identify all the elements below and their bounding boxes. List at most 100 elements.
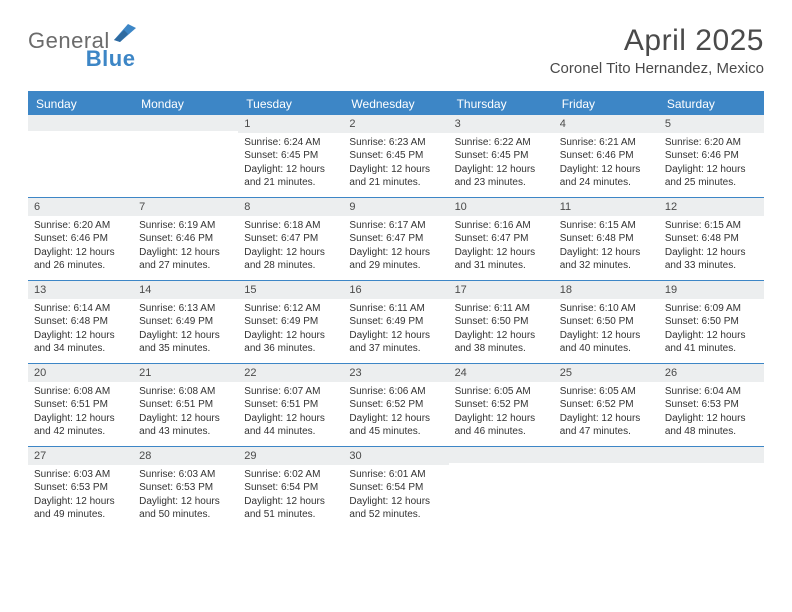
day-sunset: Sunset: 6:45 PM (455, 149, 548, 163)
day-number: 17 (449, 281, 554, 299)
day-number: 1 (238, 115, 343, 133)
dow-saturday: Saturday (659, 93, 764, 115)
day-cell-empty (449, 447, 554, 529)
day-sunset: Sunset: 6:45 PM (349, 149, 442, 163)
day-sunset: Sunset: 6:51 PM (139, 398, 232, 412)
day-number: 27 (28, 447, 133, 465)
day-body: Sunrise: 6:05 AMSunset: 6:52 PMDaylight:… (554, 382, 659, 443)
calendar-page: General Blue April 2025 Coronel Tito Her… (0, 0, 792, 539)
day-sunrise: Sunrise: 6:01 AM (349, 468, 442, 482)
day-number: 23 (343, 364, 448, 382)
day-cell: 2Sunrise: 6:23 AMSunset: 6:45 PMDaylight… (343, 115, 448, 197)
day-sunrise: Sunrise: 6:07 AM (244, 385, 337, 399)
day-number (659, 447, 764, 463)
day-body: Sunrise: 6:16 AMSunset: 6:47 PMDaylight:… (449, 216, 554, 277)
day-daylight1: Daylight: 12 hours (665, 163, 758, 177)
day-body: Sunrise: 6:06 AMSunset: 6:52 PMDaylight:… (343, 382, 448, 443)
day-number: 15 (238, 281, 343, 299)
day-cell: 21Sunrise: 6:08 AMSunset: 6:51 PMDayligh… (133, 364, 238, 446)
day-sunrise: Sunrise: 6:15 AM (665, 219, 758, 233)
day-daylight2: and 47 minutes. (560, 425, 653, 439)
day-sunrise: Sunrise: 6:24 AM (244, 136, 337, 150)
day-daylight1: Daylight: 12 hours (455, 163, 548, 177)
logo: General Blue (28, 24, 189, 54)
day-cell: 5Sunrise: 6:20 AMSunset: 6:46 PMDaylight… (659, 115, 764, 197)
dow-wednesday: Wednesday (343, 93, 448, 115)
day-cell-empty (133, 115, 238, 197)
day-daylight2: and 41 minutes. (665, 342, 758, 356)
day-sunset: Sunset: 6:45 PM (244, 149, 337, 163)
day-daylight1: Daylight: 12 hours (349, 163, 442, 177)
day-daylight2: and 43 minutes. (139, 425, 232, 439)
day-number: 11 (554, 198, 659, 216)
day-sunrise: Sunrise: 6:11 AM (349, 302, 442, 316)
page-subtitle: Coronel Tito Hernandez, Mexico (550, 60, 764, 77)
day-sunset: Sunset: 6:46 PM (139, 232, 232, 246)
day-daylight2: and 40 minutes. (560, 342, 653, 356)
day-body: Sunrise: 6:14 AMSunset: 6:48 PMDaylight:… (28, 299, 133, 360)
day-sunset: Sunset: 6:46 PM (34, 232, 127, 246)
day-cell: 27Sunrise: 6:03 AMSunset: 6:53 PMDayligh… (28, 447, 133, 529)
day-daylight2: and 31 minutes. (455, 259, 548, 273)
day-sunrise: Sunrise: 6:23 AM (349, 136, 442, 150)
day-sunset: Sunset: 6:54 PM (244, 481, 337, 495)
day-cell: 17Sunrise: 6:11 AMSunset: 6:50 PMDayligh… (449, 281, 554, 363)
day-body: Sunrise: 6:21 AMSunset: 6:46 PMDaylight:… (554, 133, 659, 194)
day-daylight1: Daylight: 12 hours (665, 412, 758, 426)
day-daylight1: Daylight: 12 hours (349, 329, 442, 343)
day-body: Sunrise: 6:20 AMSunset: 6:46 PMDaylight:… (659, 133, 764, 194)
day-sunrise: Sunrise: 6:08 AM (139, 385, 232, 399)
day-sunrise: Sunrise: 6:04 AM (665, 385, 758, 399)
day-daylight1: Daylight: 12 hours (139, 246, 232, 260)
day-cell: 28Sunrise: 6:03 AMSunset: 6:53 PMDayligh… (133, 447, 238, 529)
title-block: April 2025 Coronel Tito Hernandez, Mexic… (550, 24, 764, 77)
day-cell: 1Sunrise: 6:24 AMSunset: 6:45 PMDaylight… (238, 115, 343, 197)
day-number: 10 (449, 198, 554, 216)
day-cell: 7Sunrise: 6:19 AMSunset: 6:46 PMDaylight… (133, 198, 238, 280)
day-body: Sunrise: 6:03 AMSunset: 6:53 PMDaylight:… (28, 465, 133, 526)
day-body: Sunrise: 6:04 AMSunset: 6:53 PMDaylight:… (659, 382, 764, 443)
day-body: Sunrise: 6:07 AMSunset: 6:51 PMDaylight:… (238, 382, 343, 443)
day-daylight1: Daylight: 12 hours (244, 495, 337, 509)
day-cell: 22Sunrise: 6:07 AMSunset: 6:51 PMDayligh… (238, 364, 343, 446)
day-body: Sunrise: 6:19 AMSunset: 6:46 PMDaylight:… (133, 216, 238, 277)
dow-monday: Monday (133, 93, 238, 115)
day-body: Sunrise: 6:24 AMSunset: 6:45 PMDaylight:… (238, 133, 343, 194)
day-sunset: Sunset: 6:53 PM (665, 398, 758, 412)
dow-thursday: Thursday (449, 93, 554, 115)
day-number: 25 (554, 364, 659, 382)
day-body: Sunrise: 6:15 AMSunset: 6:48 PMDaylight:… (659, 216, 764, 277)
day-daylight2: and 29 minutes. (349, 259, 442, 273)
day-sunset: Sunset: 6:49 PM (139, 315, 232, 329)
day-cell: 3Sunrise: 6:22 AMSunset: 6:45 PMDaylight… (449, 115, 554, 197)
day-number: 28 (133, 447, 238, 465)
day-body (133, 131, 238, 191)
day-daylight1: Daylight: 12 hours (560, 412, 653, 426)
day-number: 19 (659, 281, 764, 299)
day-daylight2: and 23 minutes. (455, 176, 548, 190)
day-cell: 9Sunrise: 6:17 AMSunset: 6:47 PMDaylight… (343, 198, 448, 280)
day-sunset: Sunset: 6:50 PM (665, 315, 758, 329)
day-daylight1: Daylight: 12 hours (349, 246, 442, 260)
weeks-container: 1Sunrise: 6:24 AMSunset: 6:45 PMDaylight… (28, 115, 764, 529)
day-number: 9 (343, 198, 448, 216)
calendar-grid: Sunday Monday Tuesday Wednesday Thursday… (28, 91, 764, 529)
day-sunset: Sunset: 6:49 PM (244, 315, 337, 329)
day-daylight2: and 46 minutes. (455, 425, 548, 439)
page-title: April 2025 (550, 24, 764, 58)
day-daylight1: Daylight: 12 hours (455, 412, 548, 426)
day-body: Sunrise: 6:01 AMSunset: 6:54 PMDaylight:… (343, 465, 448, 526)
day-daylight1: Daylight: 12 hours (34, 495, 127, 509)
day-body (554, 463, 659, 523)
day-daylight2: and 49 minutes. (34, 508, 127, 522)
day-number: 26 (659, 364, 764, 382)
day-cell: 19Sunrise: 6:09 AMSunset: 6:50 PMDayligh… (659, 281, 764, 363)
day-number: 24 (449, 364, 554, 382)
day-sunrise: Sunrise: 6:05 AM (560, 385, 653, 399)
day-body: Sunrise: 6:12 AMSunset: 6:49 PMDaylight:… (238, 299, 343, 360)
day-sunrise: Sunrise: 6:03 AM (34, 468, 127, 482)
day-daylight1: Daylight: 12 hours (455, 329, 548, 343)
day-sunrise: Sunrise: 6:14 AM (34, 302, 127, 316)
day-cell: 4Sunrise: 6:21 AMSunset: 6:46 PMDaylight… (554, 115, 659, 197)
day-daylight2: and 52 minutes. (349, 508, 442, 522)
